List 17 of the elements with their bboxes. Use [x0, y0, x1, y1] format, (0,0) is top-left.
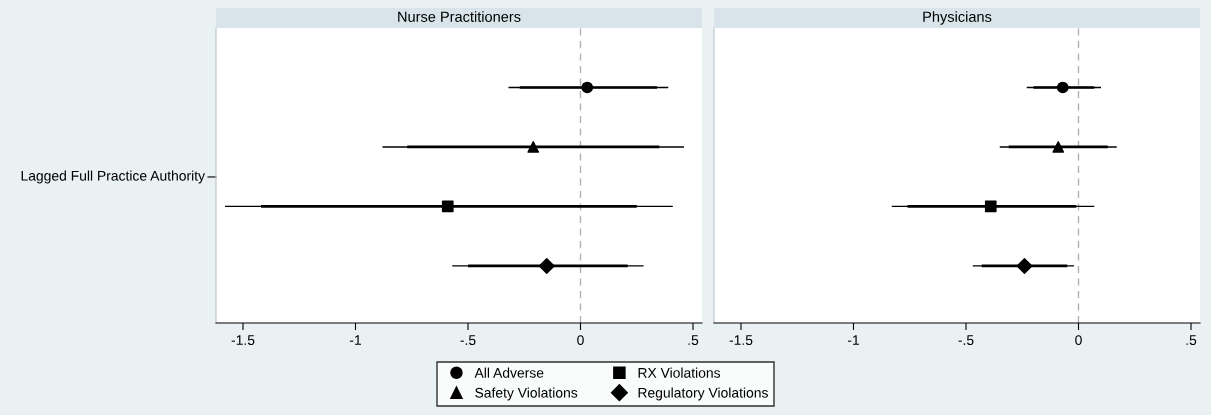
chart-title: Physicians: [923, 11, 992, 25]
x-tick-label: 0: [1075, 335, 1082, 346]
x-tick-label: .5: [688, 335, 699, 346]
x-tick-label: -1.5: [231, 335, 255, 346]
x-tick-label: -1.5: [729, 335, 753, 346]
x-tick-label: -1: [847, 335, 859, 345]
legend-label: Safety Violations: [475, 387, 578, 401]
x-tick-label: -1: [349, 335, 361, 345]
x-tick-label: 0: [577, 335, 584, 346]
chart-title: Nurse Practitioners: [398, 11, 521, 22]
x-tick-label: .5: [1186, 335, 1197, 346]
x-tick-label: -.5: [958, 335, 974, 346]
legend-label: All Adverse: [474, 367, 544, 378]
legend-label: RX Violations: [638, 367, 721, 378]
text: Lagged Full Practice Authority: [21, 170, 205, 184]
x-tick-label: -.5: [460, 335, 476, 346]
legend-label: Regulatory Violations: [638, 387, 768, 401]
